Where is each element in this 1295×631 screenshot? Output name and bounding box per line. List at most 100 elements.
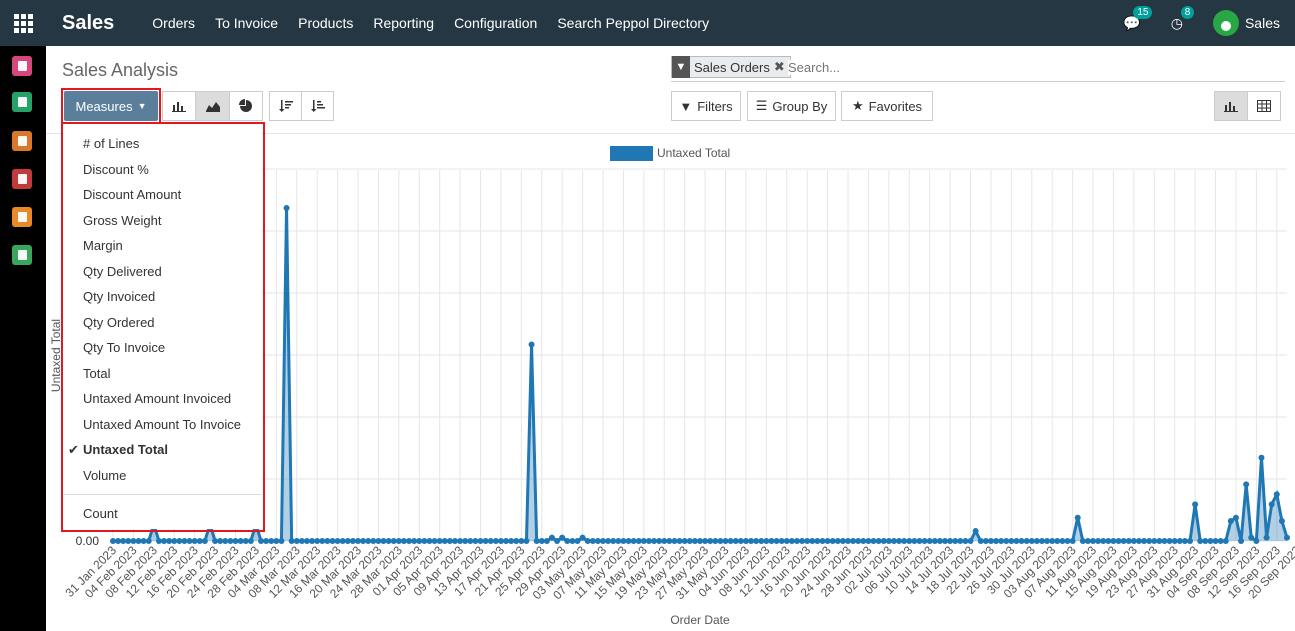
data-point [120,538,127,544]
data-point [1135,538,1142,544]
measure-item[interactable]: Untaxed Amount Invoiced [83,391,231,406]
measure-item[interactable]: Discount % [83,162,149,177]
data-point [1192,501,1199,508]
data-point [1146,538,1153,544]
data-point [615,538,622,544]
measure-item[interactable]: Qty Invoiced [83,289,155,304]
data-point [727,538,734,544]
data-point [339,538,346,544]
menu-products[interactable]: Products [298,15,354,31]
data-point [880,538,887,544]
data-point [1003,538,1010,544]
data-point [605,538,612,544]
data-point [834,538,841,544]
data-point [722,538,729,544]
sort-descending-button[interactable] [269,91,302,121]
invoicing-icon[interactable] [12,207,32,227]
data-point [1176,538,1183,544]
data-point [125,538,132,544]
data-point [155,538,162,544]
measure-item[interactable]: Qty To Invoice [83,340,165,355]
data-point [355,538,362,544]
chat-icon: 💬 [1123,14,1141,31]
graph-view-button[interactable] [1214,91,1248,121]
menu-orders[interactable]: Orders [152,15,196,31]
apps-menu-icon[interactable] [0,0,46,46]
group-by-button[interactable]: ☰ Group By [747,91,836,121]
measures-button[interactable]: Measures ▼ [64,91,158,121]
data-point [329,538,336,544]
data-point [406,538,413,544]
data-point [824,538,831,544]
measure-item[interactable]: # of Lines [83,136,139,151]
data-point [640,538,647,544]
measure-item[interactable]: Volume [83,468,126,483]
data-point [1181,538,1188,544]
filter-icon: ▼ [679,98,693,114]
activities-button[interactable]: ◷ 8 [1171,5,1195,32]
remove-facet-icon[interactable]: ✖ [773,59,785,74]
data-point [1263,534,1270,541]
messages-button[interactable]: 💬 15 [1123,5,1153,32]
area-chart-icon [205,102,220,112]
data-point [309,538,316,544]
measure-item[interactable]: Qty Delivered [83,264,162,279]
measure-label: Qty Ordered [83,315,155,330]
data-point [926,538,933,544]
contacts-icon[interactable] [12,92,32,112]
measure-item[interactable]: Gross Weight [83,213,162,228]
data-point [288,538,295,544]
data-point [1069,538,1076,544]
dropdown-highlight [61,122,265,532]
data-point [763,538,770,544]
filter-icon: ▼ [672,56,690,78]
control-panel-divider [46,133,1295,134]
favorites-button[interactable]: ★ Favorites [841,91,933,121]
data-point [906,538,913,544]
user-name[interactable]: Sales [1244,15,1280,31]
data-point [1090,538,1097,544]
data-point [1013,538,1020,544]
pivot-view-button[interactable] [1247,91,1281,121]
pie-chart-button[interactable] [229,91,263,121]
discuss-icon[interactable] [12,56,32,76]
data-point [681,538,688,544]
measure-item[interactable]: Total [83,366,110,381]
measure-item[interactable]: Untaxed Amount To Invoice [83,417,241,432]
avatar[interactable] [1212,10,1239,36]
search-input[interactable] [788,60,1088,75]
data-point [201,538,208,544]
data-point [661,538,668,544]
bar-chart-button[interactable] [162,91,196,121]
data-point [492,538,499,544]
measure-item[interactable]: ✔ Untaxed Total [68,442,168,457]
data-point [707,538,714,544]
menu-search-peppol-directory[interactable]: Search Peppol Directory [557,15,710,31]
measure-count-item[interactable]: Count [83,506,118,521]
line-chart-button[interactable] [195,91,230,121]
measure-label: Margin [83,238,123,253]
inventory-icon[interactable] [12,169,32,189]
measure-item[interactable]: Qty Ordered [83,315,155,330]
data-point [620,538,627,544]
data-point [931,538,938,544]
sort-descending-icon [278,100,293,112]
app-name[interactable]: Sales [62,11,115,34]
menu-configuration[interactable]: Configuration [454,15,538,31]
measure-item[interactable]: Margin [83,238,123,253]
data-point [793,538,800,544]
measures-highlight [61,88,161,124]
measure-item[interactable]: Discount Amount [83,187,181,202]
data-point [319,538,326,544]
filters-button[interactable]: ▼ Filters [671,91,741,121]
sort-ascending-button[interactable] [301,91,334,121]
documents-icon[interactable] [12,245,32,265]
data-point [564,538,571,544]
menu-reporting[interactable]: Reporting [373,15,435,31]
data-point [1171,538,1178,544]
menu-to-invoice[interactable]: To Invoice [215,15,279,31]
crm-icon[interactable] [12,131,32,151]
data-point [421,538,428,544]
data-point [130,538,137,544]
data-point [334,538,341,544]
